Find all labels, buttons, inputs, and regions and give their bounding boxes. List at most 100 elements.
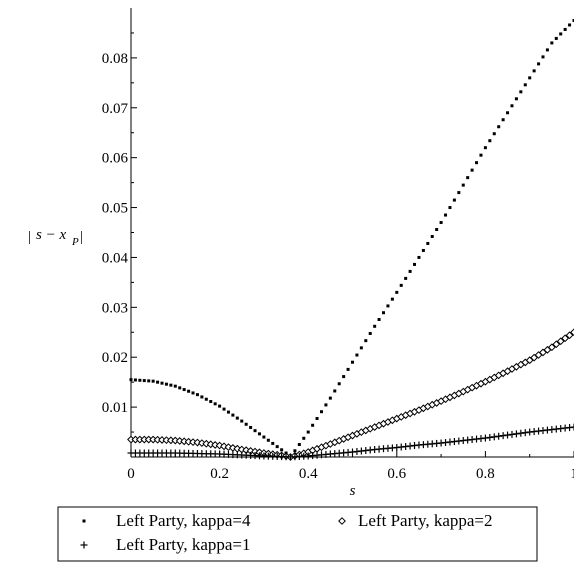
legend-label: Left Party, kappa=4 [116, 511, 251, 530]
data-point [244, 422, 248, 426]
data-point [249, 425, 253, 429]
data-point [133, 378, 137, 382]
y-axis-title: | s − x P | [28, 227, 83, 248]
data-point [386, 304, 390, 308]
data-point [160, 381, 164, 385]
y-tick-label: 0.07 [102, 101, 129, 117]
data-point [563, 27, 567, 31]
data-point [457, 191, 461, 195]
data-point [497, 125, 501, 129]
data-point [187, 389, 191, 393]
data-point [479, 153, 483, 157]
data-point [195, 393, 199, 397]
data-point [253, 429, 257, 433]
data-point [510, 104, 514, 108]
data-point [80, 541, 88, 549]
data-point [129, 378, 133, 382]
data-point [528, 76, 532, 80]
x-tick-label: 1 [570, 466, 574, 482]
x-axis-title: s [350, 483, 356, 499]
x-tick-label: 0.4 [299, 466, 318, 482]
legend: Left Party, kappa=4 Left Party, kappa=2 Le… [57, 506, 538, 562]
data-point [368, 331, 372, 335]
data-point [404, 276, 408, 280]
y-tick-label: 0.04 [102, 250, 129, 266]
data-point [519, 90, 523, 94]
data-point [364, 339, 368, 343]
data-point [209, 400, 213, 404]
x-tick-label: 0.8 [476, 466, 495, 482]
data-point [337, 382, 341, 386]
legend-item: Left Party, kappa=2 [338, 511, 493, 530]
data-point [262, 435, 266, 439]
data-point [408, 269, 412, 273]
data-point [351, 360, 354, 364]
data-point [373, 324, 377, 328]
data-point [399, 283, 403, 287]
data-point [173, 384, 177, 388]
data-point [297, 443, 301, 447]
data-point [257, 432, 261, 436]
data-point [572, 18, 574, 22]
y-title-bar-right: | [80, 229, 83, 245]
data-point [537, 62, 541, 66]
data-point [271, 441, 275, 445]
data-point [204, 397, 208, 401]
data-point [178, 386, 182, 390]
data-point [302, 436, 306, 440]
ticks: 0 0.2 0.4 0.6 0.8 1 0.01 0.02 0.03 0.04 0.05 0.06 0.… [102, 32, 574, 482]
legend-items: Left Party, kappa=4 Left Party, kappa=2 Le… [80, 511, 493, 554]
series-diamond [127, 328, 574, 461]
x-tick-label: 0.2 [210, 466, 229, 482]
data-point [169, 383, 173, 387]
data-point [382, 311, 386, 315]
legend-label: Left Party, kappa=1 [116, 535, 251, 554]
data-point [191, 391, 195, 395]
data-point [82, 519, 86, 523]
data-point [461, 183, 465, 187]
data-point [342, 375, 346, 379]
data-point [435, 228, 439, 232]
y-tick-label: 0.01 [102, 400, 128, 416]
y-title-bar-left: | [28, 229, 31, 245]
data-point [333, 389, 337, 393]
data-point [556, 337, 565, 346]
data-point [315, 416, 319, 420]
data-point [202, 439, 211, 448]
data-point [328, 396, 332, 400]
data-point [523, 83, 527, 87]
legend-item: Left Party, kappa=1 [80, 535, 251, 554]
data-point [142, 379, 146, 383]
x-tick-label: 0 [127, 466, 135, 482]
y-tick-label: 0.05 [102, 201, 128, 217]
data-point [231, 413, 235, 417]
data-point [311, 423, 315, 427]
data-point [390, 297, 394, 301]
data-point [565, 331, 574, 340]
data-point [147, 379, 151, 383]
data-point [213, 402, 217, 406]
data-point [448, 206, 452, 210]
x-tick-label: 0.6 [387, 466, 406, 482]
data-point [568, 23, 572, 27]
data-point [293, 449, 297, 453]
data-point [164, 382, 168, 386]
data-point [319, 410, 323, 414]
data-point [138, 378, 142, 382]
data-point [501, 118, 505, 122]
data-point [570, 423, 574, 431]
data-point [506, 111, 510, 115]
data-point [426, 241, 430, 245]
data-point [275, 445, 279, 449]
data-point [417, 255, 421, 259]
series-layer [127, 18, 574, 461]
data-point [226, 410, 230, 414]
data-point [306, 430, 310, 434]
y-tick-label: 0.08 [102, 51, 128, 67]
data-point [355, 353, 359, 357]
axes [130, 8, 574, 458]
data-point [545, 48, 549, 52]
data-point [151, 379, 155, 383]
data-point [182, 388, 186, 392]
data-point [570, 328, 574, 337]
